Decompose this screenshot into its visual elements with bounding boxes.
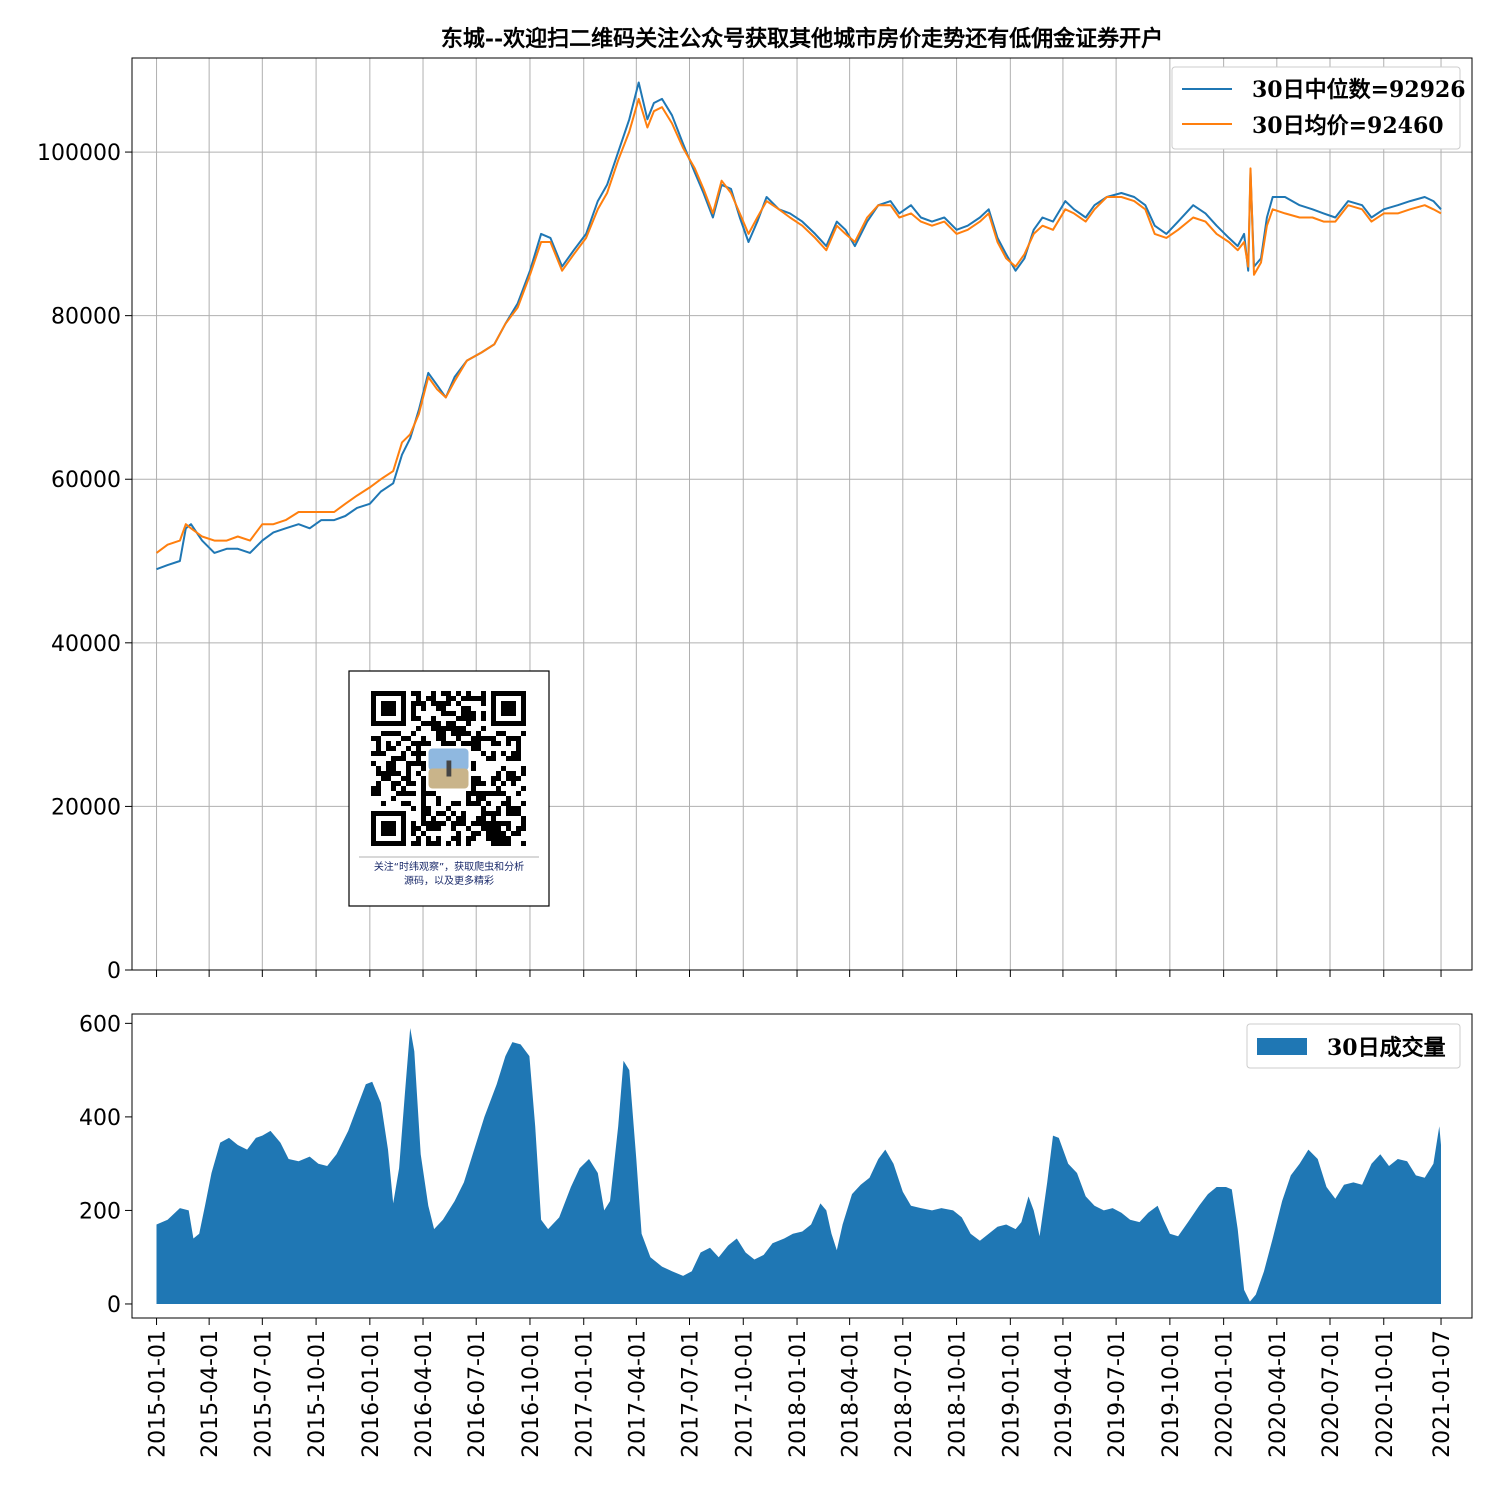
top-ytick-label-4: 80000 (51, 305, 121, 330)
qr-finder-core-tr (501, 701, 516, 716)
qr-caption-line2: 源码，以及更多精彩 (404, 874, 494, 887)
xtick-label-10: 2017-07-01 (679, 1330, 704, 1458)
qr-box: 关注“时纬观察”，获取爬虫和分析 源码，以及更多精彩 (348, 670, 550, 907)
series-line-1 (155, 97, 1442, 554)
bottom-ytick-label-0: 0 (107, 1293, 121, 1318)
xtick-label-24: 2021-01-07 (1430, 1330, 1455, 1458)
xtick-label-9: 2017-04-01 (625, 1330, 650, 1458)
top-ytick-label-3: 60000 (51, 468, 121, 493)
xtick-label-22: 2020-07-01 (1319, 1330, 1344, 1458)
xtick-label-19: 2019-10-01 (1159, 1330, 1184, 1458)
bottom-ytick-label-3: 600 (79, 1012, 121, 1037)
xtick-label-17: 2019-04-01 (1052, 1330, 1077, 1458)
xtick-label-21: 2020-04-01 (1266, 1330, 1291, 1458)
top-x-ticks (156, 970, 1442, 977)
chart-title: 东城--欢迎扫二维码关注公众号获取其他城市房价走势还有低佣金证券开户 (441, 26, 1163, 52)
xtick-label-7: 2016-10-01 (519, 1330, 544, 1458)
xtick-label-18: 2019-07-01 (1105, 1330, 1130, 1458)
xtick-label-15: 2018-10-01 (946, 1330, 971, 1458)
xtick-label-0: 2015-01-01 (146, 1330, 171, 1458)
qr-logo-ground (428, 768, 469, 789)
bottom-y-axis: 0 200 400 600 (79, 1012, 132, 1318)
legend-label-volume: 30日成交量 (1327, 1035, 1446, 1061)
bottom-ytick-label-1: 200 (79, 1199, 121, 1224)
top-legend-box (1171, 66, 1461, 150)
bottom-plot-area (156, 1028, 1441, 1304)
bottom-x-axis: 2015-01-01 2015-04-01 2015-07-01 2015-10-01… (146, 1318, 1455, 1458)
xtick-label-13: 2018-04-01 (839, 1330, 864, 1458)
top-ytick-label-5: 100000 (37, 141, 121, 166)
top-ytick-label-0: 0 (107, 959, 121, 984)
qr-logo-sky (428, 748, 469, 771)
legend-label-average: 30日均价=92460 (1252, 113, 1444, 139)
xtick-label-8: 2017-01-01 (573, 1330, 598, 1458)
top-ytick-label-2: 40000 (51, 632, 121, 657)
top-ytick-label-1: 20000 (51, 795, 121, 820)
series-line-0 (156, 81, 1442, 571)
bottom-legend-box (1246, 1023, 1461, 1069)
top-legend: 30日中位数=92926 30日均价=92460 (1171, 66, 1466, 150)
xtick-label-16: 2019-01-01 (999, 1330, 1024, 1458)
qr-finder-core-bl (381, 821, 396, 836)
top-y-axis: 0 20000 40000 60000 80000 100000 (37, 141, 132, 984)
qr-modules (371, 691, 526, 846)
top-axes-frame (131, 57, 1473, 971)
bottom-axes-frame (131, 1013, 1473, 1319)
xtick-label-14: 2018-07-01 (892, 1330, 917, 1458)
xtick-label-6: 2016-07-01 (465, 1330, 490, 1458)
top-plot-area (155, 81, 1442, 571)
bottom-ytick-label-2: 400 (79, 1106, 121, 1131)
qr-finder-core-tl (381, 701, 396, 716)
legend-label-median: 30日中位数=92926 (1252, 77, 1466, 103)
xtick-label-5: 2016-04-01 (412, 1330, 437, 1458)
xtick-label-1: 2015-04-01 (198, 1330, 223, 1458)
bottom-legend: 30日成交量 (1246, 1023, 1461, 1069)
xtick-label-11: 2017-10-01 (732, 1330, 757, 1458)
xtick-label-12: 2018-01-01 (786, 1330, 811, 1458)
qr-code-image (371, 691, 526, 846)
xtick-label-4: 2016-01-01 (359, 1330, 384, 1458)
xtick-label-2: 2015-07-01 (251, 1330, 276, 1458)
legend-swatch-volume (1257, 1038, 1307, 1055)
xtick-label-20: 2020-01-01 (1213, 1330, 1238, 1458)
xtick-label-23: 2020-10-01 (1373, 1330, 1398, 1458)
qr-caption-line1: 关注“时纬观察”，获取爬虫和分析 (374, 860, 524, 873)
xtick-label-3: 2015-10-01 (305, 1330, 330, 1458)
volume-area (156, 1028, 1441, 1304)
qr-logo-figure (446, 760, 452, 777)
